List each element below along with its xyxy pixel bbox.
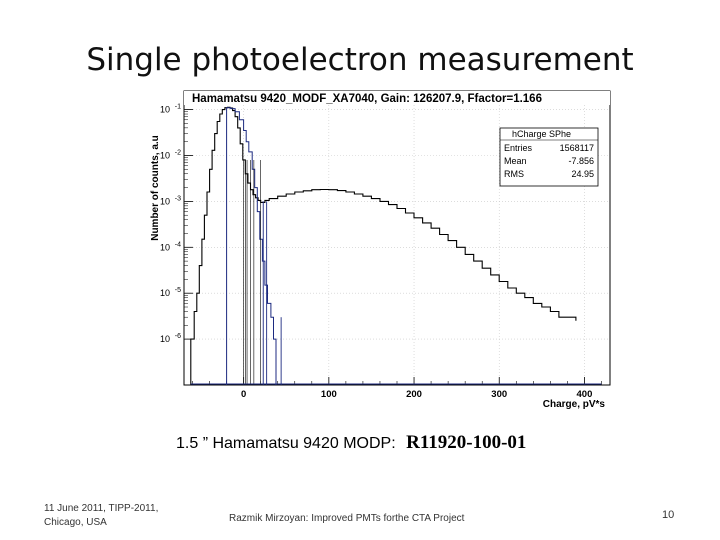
stats-mean-value: -7.856 xyxy=(568,156,594,166)
y-tick-label: 10 xyxy=(160,242,170,252)
y-tick-label: 10 xyxy=(160,150,170,160)
y-tick-exponent: -2 xyxy=(175,149,181,156)
footer-conference: 11 June 2011, TIPP-2011, Chicago, USA xyxy=(44,502,158,530)
stats-entries-label: Entries xyxy=(504,143,533,153)
y-tick-exponent: -5 xyxy=(175,287,181,294)
y-tick-label: 10 xyxy=(160,196,170,206)
footer-date-line: 11 June 2011, TIPP-2011, xyxy=(44,503,159,514)
slide-title: Single photoelectron measurement xyxy=(86,42,634,78)
caption-text: 1.5 ” Hamamatsu 9420 MODP: xyxy=(176,435,396,452)
stats-box-frame xyxy=(499,127,599,187)
stats-box-name: hCharge SPhe xyxy=(512,129,571,139)
y-tick-exponent: -4 xyxy=(175,241,181,248)
stats-box: hCharge SPhe Entries 1568117 Mean -7.856… xyxy=(499,127,599,187)
chart-title: Hamamatsu 9420_MODF_XA7040, Gain: 126207… xyxy=(192,93,542,105)
y-tick-label: 10 xyxy=(160,288,170,298)
x-tick-label: 400 xyxy=(577,389,593,400)
x-tick-label: 100 xyxy=(321,389,337,400)
y-tick-label: 10 xyxy=(160,334,170,344)
y-tick-label: 10 xyxy=(160,105,170,115)
y-axis-label: Number of counts, a.u xyxy=(150,135,161,241)
x-tick-label: 300 xyxy=(491,389,507,400)
footer-location-line: Chicago, USA xyxy=(44,517,107,528)
pedestal-series-line xyxy=(226,107,277,385)
stats-mean-label: Mean xyxy=(504,156,527,166)
x-axis-label: Charge, pV*s xyxy=(543,399,606,410)
stats-rms-label: RMS xyxy=(504,169,524,179)
pmt-model-label: R11920-100-01 xyxy=(406,432,527,453)
x-tick-label: 0 xyxy=(241,389,246,400)
stats-entries-value: 1568117 xyxy=(560,143,594,153)
y-tick-exponent: -6 xyxy=(175,333,181,340)
y-tick-exponent: -3 xyxy=(175,195,181,202)
footer-author: Razmik Mirzoyan: Improved PMTs forthe CT… xyxy=(229,513,465,524)
x-tick-label: 200 xyxy=(406,389,422,400)
y-tick-exponent: -1 xyxy=(175,104,181,111)
title-band xyxy=(184,91,610,105)
charge-histogram-plot: Hamamatsu 9420_MODF_XA7040, Gain: 126207… xyxy=(140,88,620,413)
spectrum-series-line xyxy=(190,106,577,385)
plot-caption: 1.5 ” Hamamatsu 9420 MODP: R11920-100-01 xyxy=(176,432,526,454)
plot-svg: Hamamatsu 9420_MODF_XA7040, Gain: 126207… xyxy=(150,90,611,410)
page-number: 10 xyxy=(662,509,675,521)
stats-rms-value: 24.95 xyxy=(571,169,594,179)
